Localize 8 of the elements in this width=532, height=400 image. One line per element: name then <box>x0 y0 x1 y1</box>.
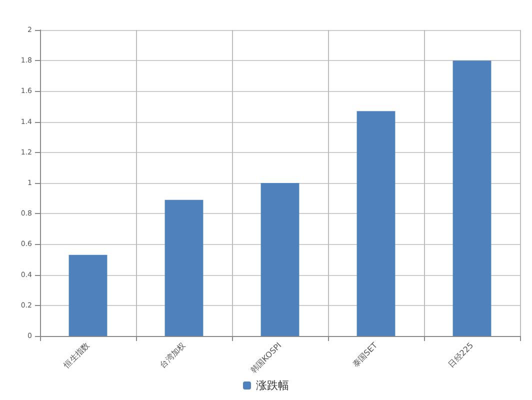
bar <box>68 254 108 336</box>
legend-label: 涨跌幅 <box>256 379 289 392</box>
bar <box>356 111 396 336</box>
bar <box>452 60 492 336</box>
bar <box>164 200 204 336</box>
x-tick-label: 台湾加权 <box>158 340 188 370</box>
bar <box>260 183 300 336</box>
x-tick-label: 恒生指数 <box>61 340 92 371</box>
